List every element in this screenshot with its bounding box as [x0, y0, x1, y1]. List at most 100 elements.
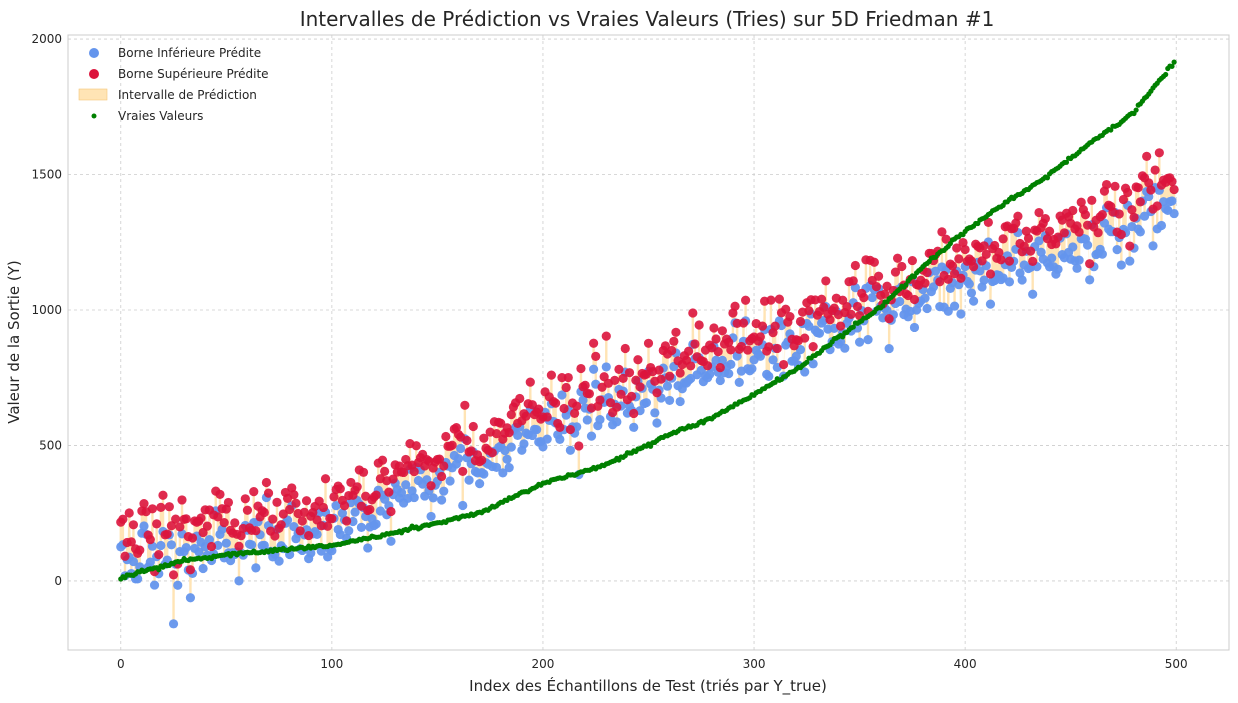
true-value-point — [1169, 63, 1175, 69]
lower-bound-point — [726, 359, 736, 370]
upper-bound-point — [1110, 181, 1120, 191]
lower-bound-point — [557, 390, 567, 400]
upper-bound-point — [979, 241, 989, 251]
chart-title: Intervalles de Prédiction vs Vraies Vale… — [300, 7, 995, 31]
upper-bound-point — [460, 400, 470, 410]
lower-bound-point — [1074, 255, 1084, 265]
upper-bound-point — [384, 487, 394, 497]
upper-bound-point — [551, 398, 561, 408]
upper-bound-point — [147, 504, 158, 514]
upper-bound-point — [954, 254, 964, 264]
true-value-point — [880, 303, 886, 309]
lower-bound-point — [306, 548, 316, 558]
upper-bound-point — [285, 504, 295, 515]
upper-bound-point — [559, 403, 569, 414]
lower-bound-point — [464, 475, 474, 485]
lower-bound-point — [344, 526, 354, 536]
upper-bound-point — [437, 471, 447, 482]
lower-bound-point — [1169, 208, 1179, 219]
lower-bound-point — [1139, 211, 1150, 221]
lower-bound-point — [491, 462, 502, 472]
upper-bound-point — [1076, 197, 1086, 207]
upper-bound-point — [162, 529, 172, 539]
lower-bound-point — [532, 425, 542, 435]
upper-bound-point — [426, 481, 436, 491]
lower-bound-point — [629, 422, 639, 432]
lower-bound-point — [327, 546, 337, 556]
upper-bound-point — [922, 267, 932, 278]
upper-bound-point — [342, 516, 352, 526]
upper-bound-point — [1025, 246, 1036, 256]
lower-bound-point — [979, 275, 989, 285]
upper-bound-point — [816, 294, 827, 304]
upper-bound-point — [118, 514, 128, 524]
upper-bound-point — [601, 331, 611, 341]
lower-bound-point — [356, 522, 367, 532]
upper-bound-point — [388, 474, 398, 484]
lower-bound-point — [396, 487, 407, 498]
upper-bound-point — [1123, 187, 1133, 198]
lower-bound-point — [504, 463, 514, 473]
lower-bound-point — [437, 495, 447, 505]
lower-bound-point — [426, 511, 436, 522]
x-axis-title: Index des Échantillons de Test (triés pa… — [469, 676, 827, 696]
upper-bound-point — [1059, 228, 1069, 238]
upper-bound-point — [128, 520, 139, 530]
y-tick-label: 1500 — [31, 168, 62, 182]
upper-bound-point — [434, 454, 445, 464]
upper-bound-point — [985, 269, 996, 279]
upper-bound-point — [329, 492, 339, 502]
upper-bound-point — [717, 326, 727, 336]
lower-bound-point — [808, 359, 818, 369]
upper-bound-point — [185, 565, 196, 575]
y-tick-label: 1000 — [31, 303, 62, 317]
lower-bound-point — [652, 418, 662, 428]
x-tick-label: 300 — [743, 657, 766, 671]
upper-bound-point — [272, 497, 282, 507]
upper-bound-point — [741, 295, 751, 305]
upper-bound-point — [534, 404, 544, 414]
true-value-point — [1108, 127, 1114, 133]
lower-bound-point — [1085, 275, 1095, 285]
upper-bound-point — [1085, 259, 1095, 269]
upper-bound-point — [778, 359, 789, 370]
lower-bound-point — [513, 430, 523, 440]
upper-bound-point — [884, 314, 894, 324]
upper-bound-point — [409, 466, 419, 477]
upper-bound-point — [943, 274, 953, 284]
upper-bound-point — [447, 440, 457, 450]
upper-bound-point — [291, 498, 301, 508]
upper-bound-point — [352, 482, 362, 492]
upper-bound-point — [327, 514, 337, 524]
x-tick-labels: 0 100 200 300 400 500 — [117, 657, 1188, 671]
lower-bound-point — [734, 377, 744, 387]
upper-bound-point — [156, 502, 166, 513]
lower-bound-point — [331, 501, 341, 511]
upper-bound-point — [956, 273, 966, 283]
upper-bound-point — [977, 256, 987, 266]
upper-bound-point — [656, 374, 666, 384]
upper-bound-point — [213, 512, 223, 522]
x-tick-label: 0 — [117, 657, 125, 671]
upper-bound-point — [439, 461, 449, 471]
upper-bound-point — [665, 371, 675, 381]
lower-bound-point — [854, 337, 865, 347]
upper-bound-point — [124, 508, 134, 518]
lower-bound-point — [662, 381, 673, 391]
true-value-point — [1171, 59, 1177, 65]
lower-bound-point — [755, 351, 765, 361]
lower-bound-point — [675, 396, 685, 407]
upper-bound-point — [154, 549, 164, 560]
lower-bound-point — [1097, 249, 1107, 259]
upper-bound-point — [990, 240, 1000, 251]
lower-bound-point — [555, 434, 565, 445]
lower-bound-point — [234, 576, 244, 586]
lower-bound-point — [439, 486, 449, 496]
lower-bound-point — [259, 540, 269, 550]
upper-bound-point — [1150, 165, 1160, 175]
upper-bound-point — [897, 261, 907, 272]
upper-bound-point — [757, 321, 768, 331]
upper-bound-point — [215, 489, 225, 499]
upper-bound-point — [441, 431, 451, 442]
upper-bound-point — [772, 343, 782, 354]
